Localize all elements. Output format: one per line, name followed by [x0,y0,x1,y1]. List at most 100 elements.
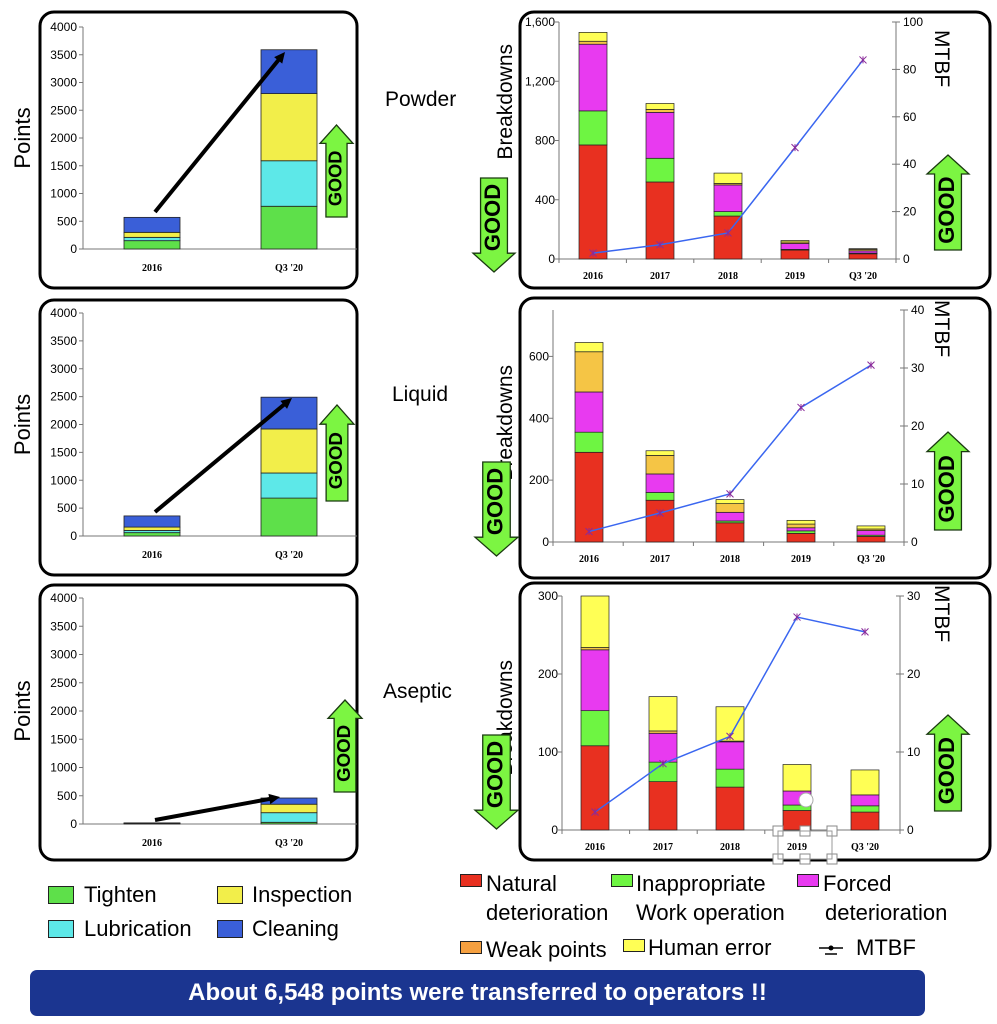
x-tick-label: 2017 [650,271,670,282]
legend-label: Natural [486,871,557,896]
y-tick-label: 3500 [50,48,77,62]
good-up-arrow-icon [925,154,971,251]
y-tick-label: 2500 [50,676,77,690]
y-tick-label: 2500 [50,103,77,117]
legend-label: deterioration [486,900,609,925]
bar-segment [856,530,886,536]
mtbf-point [585,527,593,536]
y-tick-label: 400 [535,193,555,207]
legend-swatch-cleaning [217,920,243,938]
good-down-arrow-icon [471,177,517,273]
y-tick-label: 4000 [50,591,77,605]
bar-segment-tighten [260,205,318,250]
bar-segment [580,647,610,651]
x-tick-label: 2016 [579,554,599,565]
mtbf-legend-icon [819,945,843,955]
y2-tick-label: 30 [911,361,925,375]
bar-segment [713,211,743,217]
y-tick-label: 400 [529,411,549,425]
y-tick-label: 1500 [50,159,77,173]
mtbf-point [861,628,869,636]
y2-tick-label: 0 [903,252,910,266]
y-tick-label: 200 [538,667,558,681]
legend-label: Weak points [486,937,607,962]
mtbf-point [589,249,597,257]
x-tick-label: 2019 [787,842,807,853]
legend-swatch-human-error [623,939,645,952]
good-up-arrow-icon [326,699,364,793]
bar-segment [715,522,745,543]
y-tick-label: 0 [70,242,77,256]
bar-segment [715,741,745,770]
bar-segment [578,40,608,45]
y2-tick-label: 20 [903,205,917,219]
good-up-arrow-icon [318,404,356,502]
bar-segment [578,144,608,260]
good-up-arrow-icon [925,431,971,531]
y2-tick-label: 0 [907,823,914,837]
bar-segment [780,243,810,250]
bar-segment [715,786,745,831]
bar-segment [645,473,675,493]
y-tick-label: 3000 [50,648,77,662]
x-tick-label: 2016 [585,842,605,853]
mtbf-point [659,759,667,768]
y-tick-label: 600 [529,349,549,363]
bar-segment [578,43,608,112]
y-tick-label: 3500 [50,334,77,348]
x-tick-label: Q3 '20 [849,271,877,282]
bar-segment [848,248,878,250]
x-tick-label: 2016 [583,271,603,282]
trend-arrow [153,58,281,214]
legend-label: Inappropriate [636,871,766,896]
chart-frame [38,583,359,862]
bar-segment [782,764,812,792]
y2-axis-label: MTBF [930,30,953,87]
x-tick-label: 2017 [653,842,673,853]
y2-tick-label: 10 [907,745,921,759]
x-tick-label: 2018 [720,554,740,565]
x-tick-label: 2018 [720,842,740,853]
bar-segment-tighten [123,532,181,537]
bar-segment [713,172,743,184]
good-label: GOOD [325,151,345,206]
chart-frame [518,296,992,580]
good-label: GOOD [482,741,507,808]
x-tick-label: 2019 [791,554,811,565]
y-tick-label: 3500 [50,619,77,633]
bar-segment-lubrication [260,472,318,499]
y-tick-label: 500 [57,214,77,228]
bar-segment [645,109,675,113]
good-label: GOOD [934,455,959,522]
bar-segment [578,110,608,146]
y2-tick-label: 0 [911,535,918,549]
mtbf-point [656,509,664,517]
y-tick-label: 2000 [50,131,77,145]
bar-segment [580,745,610,831]
legend-swatch-inspection [217,886,243,904]
good-up-arrow-icon [925,714,971,812]
selection-box [777,830,833,860]
y-tick-label: 1500 [50,445,77,459]
y-tick-label: 1,200 [525,74,555,88]
mtbf-point [791,143,799,152]
y-tick-label: 800 [535,134,555,148]
bar-segment [574,351,604,393]
legend-label: Cleaning [252,916,339,941]
good-label: GOOD [325,432,346,489]
x-tick-label: 2018 [718,271,738,282]
mtbf-point [591,808,599,816]
legend-label: Human error [648,935,772,960]
bar-segment [645,157,675,183]
bar-segment [645,103,675,110]
bar-segment-lubrication [260,160,318,207]
y-tick-label: 0 [70,529,77,543]
mtbf-point [793,613,801,621]
y-tick-label: 2000 [50,418,77,432]
y-tick-label: 1000 [50,761,77,775]
bar-segment-inspection [260,803,318,814]
y2-tick-label: 30 [907,589,921,603]
y-axis-label: Points [10,107,35,168]
bar-segment [645,492,675,501]
